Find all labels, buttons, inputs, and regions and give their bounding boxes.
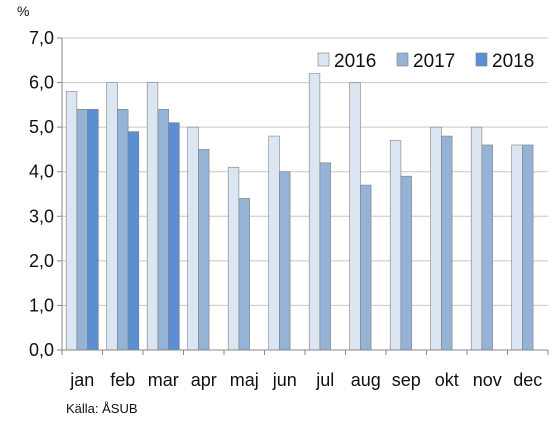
y-tick-label: 5,0 — [29, 117, 54, 137]
bar-2016-mar — [146, 82, 159, 351]
legend-swatch-2016 — [317, 52, 330, 67]
y-tick-label: 0,0 — [29, 340, 54, 360]
bar-2016-jul — [308, 73, 321, 351]
axes — [57, 37, 549, 355]
x-tick-label: apr — [191, 370, 217, 390]
x-tick-label: jun — [272, 370, 297, 390]
bar-2017-jan — [76, 109, 88, 351]
bar-2018-feb — [127, 131, 140, 351]
y-tick-label: 6,0 — [29, 73, 54, 93]
legend-swatch-2017 — [396, 52, 409, 67]
bar-2017-mar — [157, 109, 169, 351]
y-tick-label: 7,0 — [29, 28, 54, 48]
bar-2017-jun — [279, 171, 291, 351]
bar-2017-nov — [481, 144, 493, 351]
bar-2017-okt — [441, 135, 453, 351]
legend: 2016 2017 2018 — [317, 51, 534, 72]
bar-2016-jun — [268, 135, 280, 351]
legend-label-2018: 2018 — [492, 51, 534, 72]
x-axis-ticks: jan feb mar apr maj jun jul aug sep okt nov dec — [69, 370, 542, 390]
y-tick-label: 3,0 — [29, 206, 54, 226]
bar-2017-dec — [522, 144, 534, 351]
bar-2016-dec — [511, 144, 523, 351]
y-tick-label: 4,0 — [29, 162, 54, 182]
bar-2016-apr — [187, 126, 199, 351]
bar-2017-jul — [319, 162, 331, 351]
x-tick-label: feb — [110, 370, 135, 390]
bar-2016-sep — [389, 140, 402, 351]
bar-2017-feb — [117, 109, 129, 351]
x-tick-label: maj — [230, 370, 259, 390]
y-tick-label: 2,0 — [29, 251, 54, 271]
source-note: Källa: ÅSUB — [66, 401, 138, 416]
bar-2016-maj — [227, 166, 240, 351]
x-tick-label: aug — [351, 370, 381, 390]
x-tick-label: jan — [69, 370, 94, 390]
y-axis-ticks: 0,0 1,0 2,0 3,0 4,0 5,0 6,0 7,0 — [29, 28, 54, 360]
bar-2018-jan — [87, 109, 99, 351]
legend-label-2017: 2017 — [413, 51, 455, 72]
x-tick-label: mar — [148, 370, 179, 390]
x-tick-label: sep — [392, 370, 421, 390]
bar-2017-sep — [400, 175, 412, 351]
bar-2016-feb — [106, 82, 118, 351]
bar-2017-aug — [360, 184, 372, 351]
gridlines — [62, 37, 548, 306]
bar-2016-nov — [470, 126, 483, 351]
bar-2017-maj — [238, 198, 250, 351]
x-tick-label: jul — [315, 370, 334, 390]
bar-2016-okt — [430, 126, 442, 351]
bar-2016-aug — [349, 82, 361, 351]
x-tick-label: okt — [435, 370, 459, 390]
bar-2017-apr — [198, 149, 210, 351]
x-tick-label: nov — [473, 370, 502, 390]
legend-swatch-2018 — [475, 52, 488, 67]
bars — [65, 73, 534, 351]
x-tick-label: dec — [513, 370, 542, 390]
legend-label-2016: 2016 — [334, 51, 376, 72]
y-tick-label: 1,0 — [29, 295, 54, 315]
bar-2016-jan — [65, 91, 78, 351]
unit-label: % — [17, 3, 29, 19]
bar-2018-mar — [168, 122, 180, 351]
